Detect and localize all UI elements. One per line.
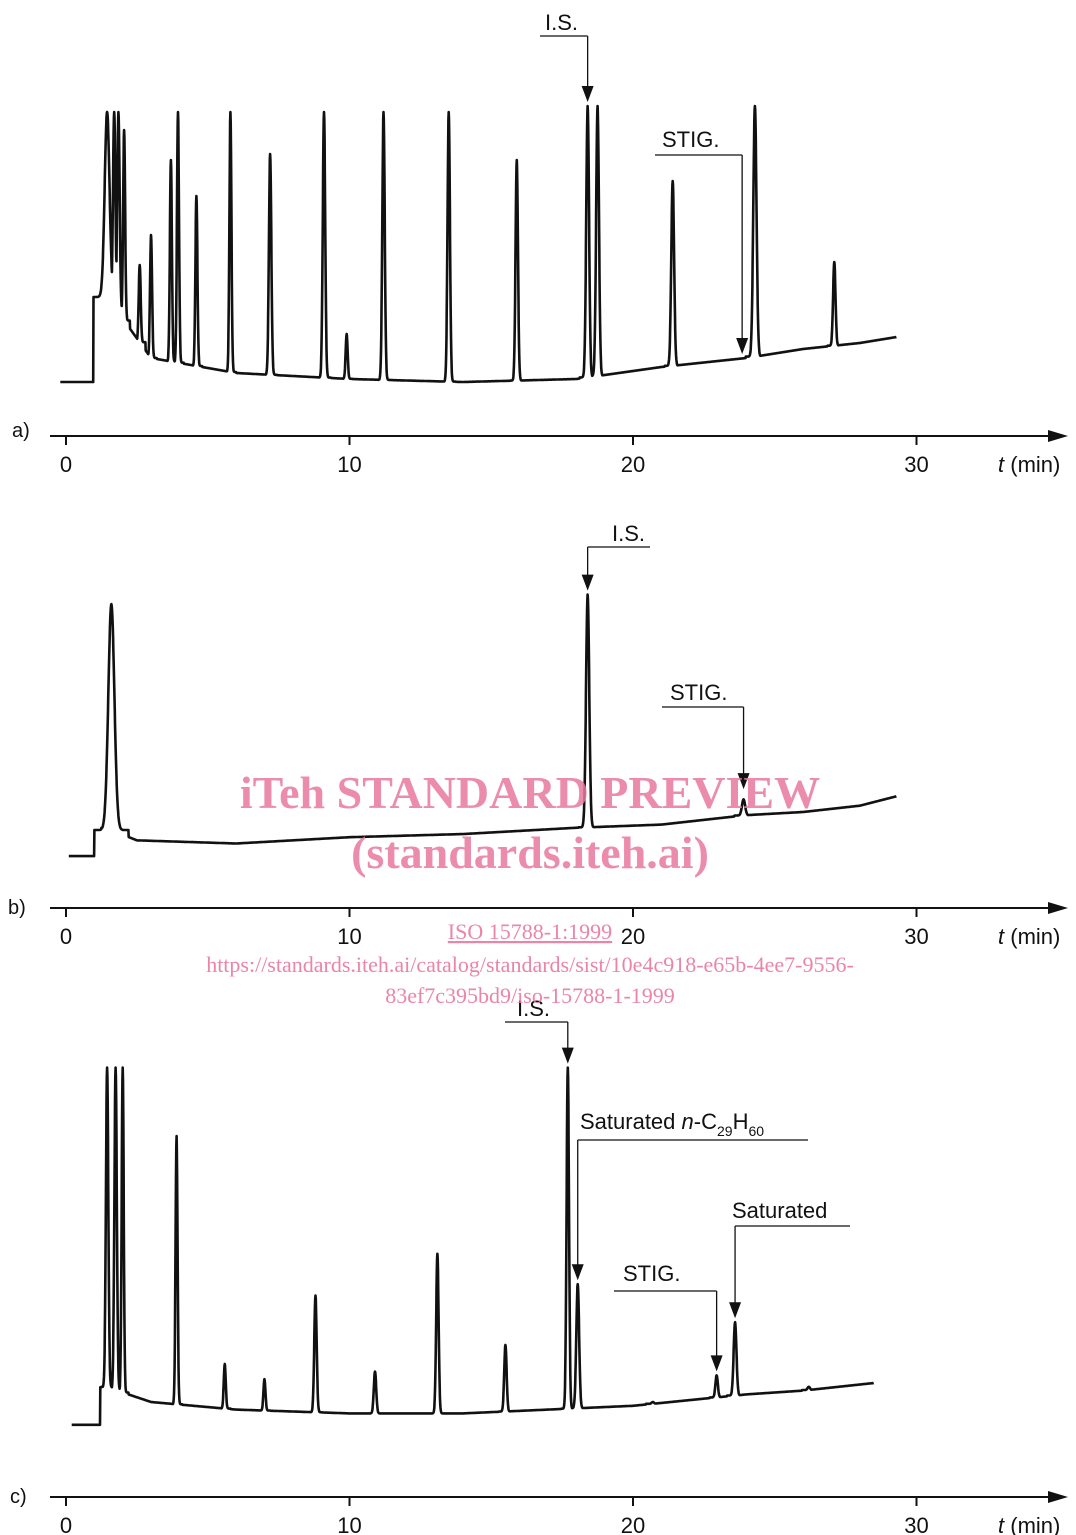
x-axis-title: t (min) [998, 924, 1060, 949]
x-tick-label: 30 [904, 924, 928, 949]
callout-arrowhead [729, 1302, 742, 1319]
x-axis-title: t (min) [998, 452, 1060, 477]
watermark-iso-link[interactable]: ISO 15788-1:1999 [448, 919, 612, 944]
callout-label: STIG. [662, 127, 719, 152]
watermark: iTeh STANDARD PREVIEW (standards.iteh.ai… [206, 767, 854, 1008]
x-axis-arrowhead [1048, 1491, 1068, 1503]
x-axis-title-unit: (min) [1004, 452, 1060, 477]
callout-label: STIG. [670, 680, 727, 705]
x-tick-label: 20 [621, 924, 645, 949]
x-tick-label: 0 [60, 1513, 72, 1535]
chromatogram-panels: 0 10 20 30 t (min) a) I.S. STIG. 0 10 20 30 t (min) b… [8, 10, 1068, 1535]
callout-arrowhead [581, 574, 594, 591]
x-tick-label: 0 [60, 924, 72, 949]
callout-label: STIG. [623, 1261, 680, 1286]
x-tick-label: 10 [337, 1513, 361, 1535]
callout-arrowhead [736, 338, 749, 354]
x-axis-title-unit: (min) [1004, 924, 1060, 949]
x-axis-arrowhead [1048, 430, 1068, 442]
watermark-line-2: (standards.iteh.ai) [351, 827, 709, 878]
x-axis-title-symbol: t [998, 924, 1005, 949]
panel-label: c) [10, 1486, 27, 1508]
chromatogram-trace [70, 1066, 875, 1427]
callout-label: I.S. [612, 521, 645, 546]
chromatogram-panel-b: 0 10 20 30 t (min) b) I.S. STIG. [8, 521, 1068, 949]
watermark-line-1: iTeh STANDARD PREVIEW [240, 767, 820, 818]
x-axis-title-symbol: t [998, 1513, 1005, 1535]
chromatogram-panel-c: 0 10 20 30 t (min) c) I.S. STIG. Saturated [10, 996, 1068, 1535]
callout-label: I.S. [545, 10, 578, 35]
callout-label: I.S. [517, 996, 550, 1021]
x-tick-label: 10 [337, 924, 361, 949]
x-tick-label: 20 [621, 1513, 645, 1535]
chromatogram-trace [59, 104, 898, 384]
watermark-url-line-1[interactable]: https://standards.iteh.ai/catalog/standa… [206, 952, 854, 977]
rich-callout-labels: Saturated n-C29H60 [580, 1109, 764, 1139]
x-axis-title-unit: (min) [1004, 1513, 1060, 1535]
callout-label-saturated-nc29h60: Saturated n-C29H60 [580, 1109, 764, 1139]
callout-label: Saturated [732, 1198, 827, 1223]
x-axis-title-symbol: t [998, 452, 1005, 477]
x-axis-title: t (min) [998, 1513, 1060, 1535]
x-tick-label: 0 [60, 452, 72, 477]
callout-arrowhead [561, 1047, 574, 1064]
x-tick-label: 30 [904, 1513, 928, 1535]
panel-label: b) [8, 897, 26, 919]
callout-arrowhead [581, 86, 594, 102]
chromatogram-trace [67, 593, 898, 858]
panel-label: a) [12, 420, 30, 442]
callout-arrowhead [710, 1355, 723, 1372]
x-axis-arrowhead [1048, 902, 1068, 914]
x-tick-label: 10 [337, 452, 361, 477]
chromatogram-panel-a: 0 10 20 30 t (min) a) I.S. STIG. [12, 10, 1068, 477]
x-tick-label: 30 [904, 452, 928, 477]
callout-arrowhead [737, 773, 750, 790]
watermark-url-line-2[interactable]: 83ef7c395bd9/iso-15788-1-1999 [385, 983, 675, 1008]
x-tick-label: 20 [621, 452, 645, 477]
callout-arrowhead [571, 1264, 584, 1281]
